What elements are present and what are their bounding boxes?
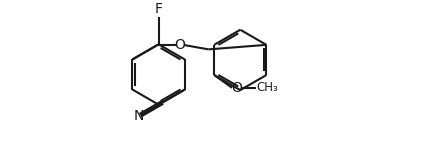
Text: O: O [231, 81, 242, 95]
Text: O: O [175, 38, 185, 52]
Text: F: F [155, 2, 163, 16]
Text: N: N [134, 109, 144, 123]
Text: CH₃: CH₃ [257, 81, 278, 94]
